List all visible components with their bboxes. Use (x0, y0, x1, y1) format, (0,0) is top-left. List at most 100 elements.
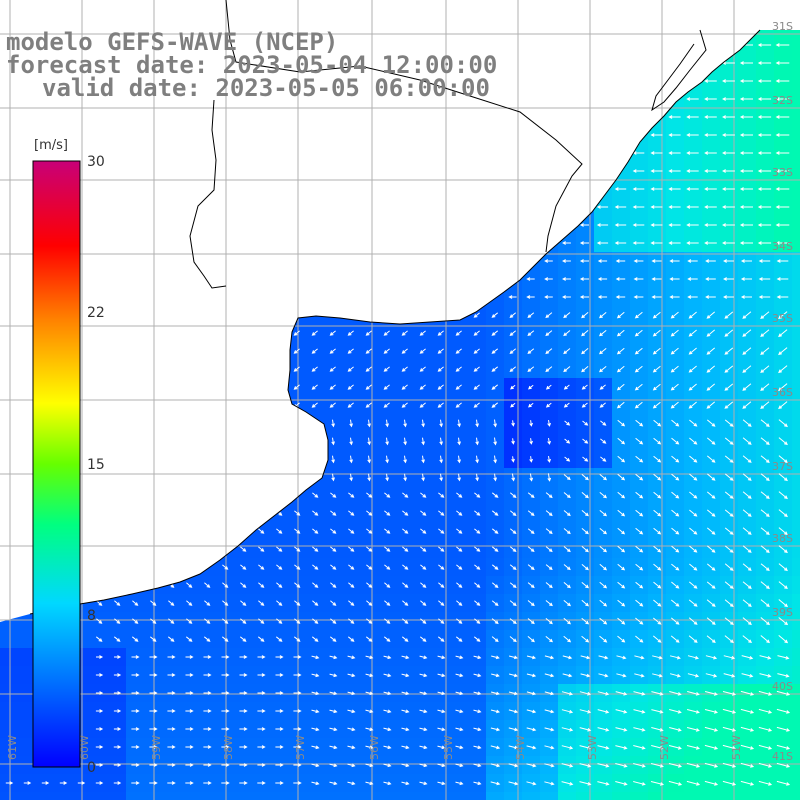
land-area (0, 0, 800, 622)
wind-arrow (670, 401, 679, 409)
wind-arrow (365, 330, 372, 336)
wind-arrow (561, 745, 574, 750)
wind-arrow (204, 618, 211, 624)
wind-arrow (633, 763, 646, 768)
wind-arrow (203, 709, 212, 713)
wind-arrow (5, 781, 14, 785)
wind-arrow (455, 709, 464, 714)
wind-arrow (420, 510, 427, 516)
wind-arrow (421, 473, 425, 482)
wind-arrow (563, 546, 571, 553)
wind-arrow (545, 510, 553, 517)
wind-arrow (490, 781, 501, 786)
wind-arrow (598, 655, 609, 660)
wind-arrow (508, 655, 518, 660)
wind-arrow (384, 600, 391, 606)
wind-arrow (490, 745, 501, 750)
wind-arrow (221, 745, 230, 749)
wind-arrow (547, 438, 551, 445)
wind-cell (792, 162, 800, 181)
wind-arrow (634, 365, 643, 373)
wind-arrow (419, 691, 428, 696)
wind-arrow (365, 655, 374, 660)
wind-arrow (419, 709, 428, 714)
wind-arrow (670, 635, 680, 643)
wind-arrow (384, 492, 391, 498)
wind-arrow (457, 419, 461, 428)
wind-arrow (493, 419, 497, 428)
wind-arrow (95, 745, 104, 749)
wind-arrow (758, 726, 773, 732)
wind-arrow (149, 709, 158, 713)
wind-cell (792, 666, 800, 685)
wind-cell (792, 558, 800, 577)
wind-arrow (724, 311, 734, 319)
wind-cell (792, 612, 800, 631)
wind-arrow (724, 635, 734, 644)
wind-arrow (526, 673, 537, 678)
wind-arrow (686, 762, 701, 768)
wind-cell (792, 504, 800, 523)
wind-arrow (757, 205, 772, 209)
wind-arrow (722, 708, 737, 714)
wind-arrow (276, 618, 283, 624)
wind-cell (180, 792, 199, 800)
wind-arrow (597, 727, 610, 732)
wind-arrow (491, 384, 499, 390)
wind-arrow (331, 455, 335, 464)
wind-arrow (668, 241, 681, 245)
wind-arrow (401, 781, 410, 786)
wind-arrow (347, 745, 356, 750)
wind-arrow (706, 365, 716, 373)
wind-arrow (615, 745, 628, 750)
wind-cell (792, 252, 800, 271)
wind-arrow (511, 438, 515, 445)
wind-arrow (312, 600, 319, 606)
wind-arrow (704, 726, 719, 732)
wind-cell (288, 792, 307, 800)
wind-arrow (473, 745, 482, 750)
wind-arrow (688, 365, 697, 373)
wind-arrow (456, 528, 463, 534)
wind-arrow (668, 763, 683, 768)
wind-cell (756, 792, 775, 800)
wind-arrow (474, 546, 481, 552)
wind-arrow (739, 61, 753, 65)
wind-arrow (365, 745, 374, 750)
wind-cell (324, 792, 343, 800)
wind-arrow (347, 655, 356, 660)
wind-arrow (529, 473, 534, 482)
wind-arrow (438, 618, 445, 624)
wind-arrow (311, 636, 319, 642)
wind-arrow (455, 691, 464, 696)
wind-arrow (689, 563, 698, 571)
wind-arrow (632, 223, 645, 227)
wind-arrow (724, 401, 734, 409)
wind-cell (72, 792, 91, 800)
wind-arrow (545, 582, 553, 589)
wind-arrow (347, 384, 354, 390)
title-forecast-date: forecast date: 2023-05-04 12:00:00 (6, 51, 498, 79)
wind-arrow (599, 366, 607, 373)
wind-arrow (671, 527, 680, 535)
wind-arrow (419, 673, 428, 678)
wind-arrow (635, 419, 644, 427)
wind-arrow (544, 277, 553, 281)
wind-arrow (437, 366, 444, 372)
colorbar-tick-15: 15 (87, 457, 105, 473)
wind-arrow (668, 205, 681, 209)
colorbar-tick-0: 0 (87, 760, 96, 776)
wind-arrow (221, 691, 230, 695)
wind-arrow (653, 599, 662, 607)
wind-arrow (383, 636, 391, 642)
wind-arrow (740, 762, 755, 768)
wind-arrow (760, 617, 771, 626)
wind-arrow (527, 618, 535, 625)
wind-arrow (742, 473, 752, 481)
wind-arrow (739, 43, 753, 47)
wind-arrow (383, 745, 392, 750)
wind-arrow (311, 727, 320, 732)
wind-arrow (778, 599, 789, 608)
wind-arrow (437, 402, 444, 408)
wind-arrow (493, 473, 497, 482)
